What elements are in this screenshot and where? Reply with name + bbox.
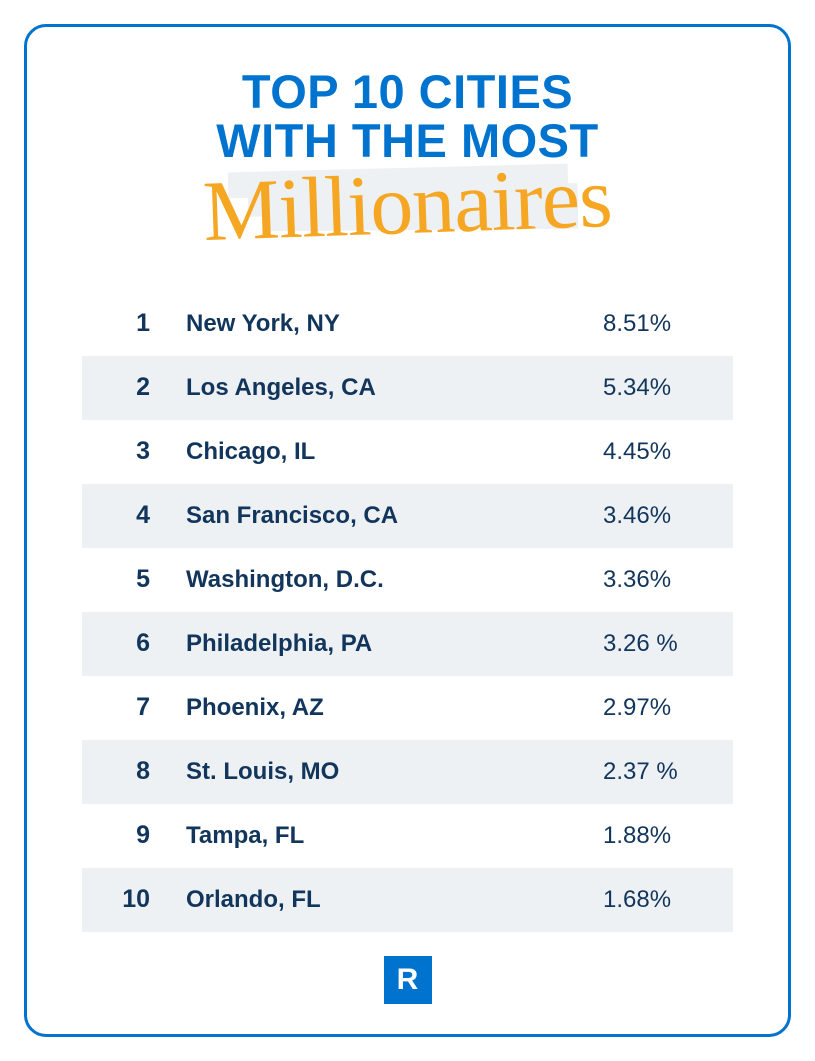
percentage: 3.36%	[573, 566, 723, 594]
title-line-1: TOP 10 CITIES	[82, 67, 733, 116]
list-row: 2 Los Angeles, CA 5.34%	[82, 356, 733, 420]
rank: 10	[112, 885, 174, 914]
infographic-card: TOP 10 CITIES WITH THE MOST Millionaires…	[24, 24, 791, 1037]
percentage: 2.37 %	[573, 758, 723, 786]
list-row: 7 Phoenix, AZ 2.97%	[82, 676, 733, 740]
title-script-word: Millionaires	[202, 147, 614, 261]
rank: 2	[112, 373, 174, 402]
rank: 7	[112, 693, 174, 722]
percentage: 3.46%	[573, 502, 723, 530]
list-row: 8 St. Louis, MO 2.37 %	[82, 740, 733, 804]
header: TOP 10 CITIES WITH THE MOST Millionaires	[82, 67, 733, 254]
percentage: 1.88%	[573, 822, 723, 850]
city: Phoenix, AZ	[174, 694, 573, 722]
logo-letter: R	[397, 963, 419, 997]
percentage: 3.26 %	[573, 630, 723, 658]
percentage: 2.97%	[573, 694, 723, 722]
list-row: 6 Philadelphia, PA 3.26 %	[82, 612, 733, 676]
city: Washington, D.C.	[174, 566, 573, 594]
list-row: 10 Orlando, FL 1.68%	[82, 868, 733, 932]
percentage: 4.45%	[573, 438, 723, 466]
list-row: 3 Chicago, IL 4.45%	[82, 420, 733, 484]
rank: 9	[112, 821, 174, 850]
list-row: 5 Washington, D.C. 3.36%	[82, 548, 733, 612]
logo-wrap: R	[82, 956, 733, 1004]
city: San Francisco, CA	[174, 502, 573, 530]
percentage: 5.34%	[573, 374, 723, 402]
rank: 3	[112, 437, 174, 466]
city-list: 1 New York, NY 8.51% 2 Los Angeles, CA 5…	[82, 292, 733, 934]
list-row: 4 San Francisco, CA 3.46%	[82, 484, 733, 548]
city: Orlando, FL	[174, 886, 573, 914]
rank: 1	[112, 309, 174, 338]
percentage: 8.51%	[573, 310, 723, 338]
rank: 5	[112, 565, 174, 594]
city: St. Louis, MO	[174, 758, 573, 786]
rank: 6	[112, 629, 174, 658]
list-row: 1 New York, NY 8.51%	[82, 292, 733, 356]
percentage: 1.68%	[573, 886, 723, 914]
list-row: 9 Tampa, FL 1.88%	[82, 804, 733, 868]
city: Philadelphia, PA	[174, 630, 573, 658]
rank: 8	[112, 757, 174, 786]
city: New York, NY	[174, 310, 573, 338]
city: Los Angeles, CA	[174, 374, 573, 402]
city: Chicago, IL	[174, 438, 573, 466]
rank: 4	[112, 501, 174, 530]
city: Tampa, FL	[174, 822, 573, 850]
brand-logo-icon: R	[384, 956, 432, 1004]
